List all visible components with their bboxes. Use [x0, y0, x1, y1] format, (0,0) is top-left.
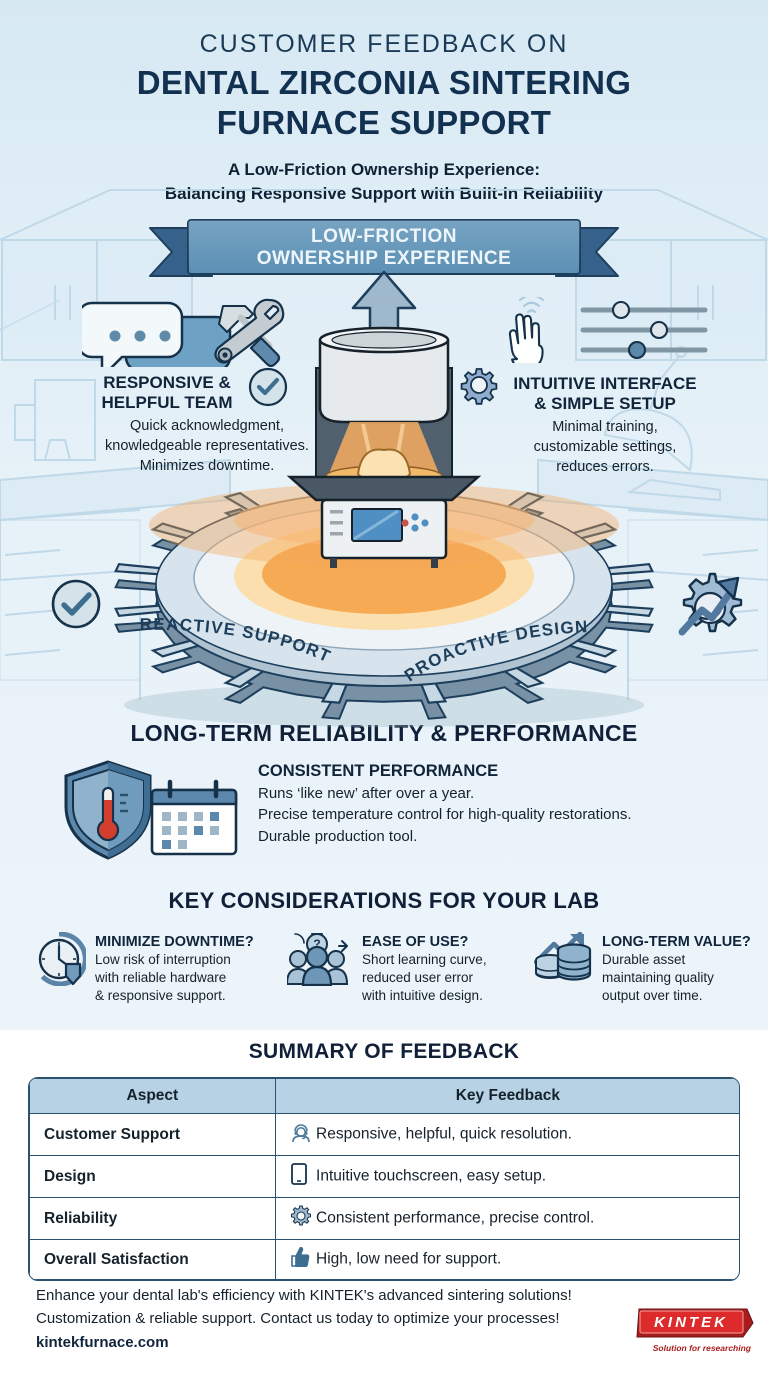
svg-text:KINTEK: KINTEK	[654, 1314, 728, 1331]
